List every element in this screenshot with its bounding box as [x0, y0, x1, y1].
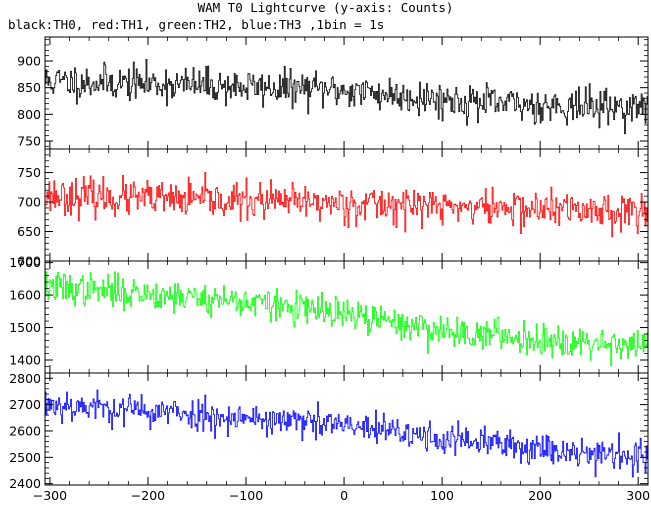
y-tick-label: 850 [17, 80, 41, 95]
y-tick-label: 2400 [9, 476, 41, 491]
series-th1 [45, 171, 648, 238]
y-tick-label: 2800 [9, 371, 41, 386]
y-tick-label: 650 [17, 224, 41, 239]
x-tick-label: 200 [528, 488, 552, 503]
x-tick-label: −200 [131, 488, 165, 503]
chart-title: WAM T0 Lightcurve (y-axis: Counts) [197, 0, 454, 15]
series-th0 [45, 58, 648, 135]
y-tick-label: 700 [17, 195, 41, 210]
x-tick-label: 100 [430, 488, 454, 503]
y-tick-label: 1400 [9, 353, 41, 368]
y-tick-label: 1500 [9, 320, 41, 335]
y-tick-label: 2600 [9, 423, 41, 438]
y-tick-label: 750 [17, 134, 41, 149]
series-th2 [45, 271, 648, 367]
y-tick-label: 1600 [9, 288, 41, 303]
series-th3 [45, 389, 648, 478]
x-tick-label: −100 [229, 488, 263, 503]
x-tick-label: 0 [340, 488, 348, 503]
y-tick-label: 800 [17, 107, 41, 122]
y-tick-label: 2700 [9, 397, 41, 412]
y-tick-label: 900 [17, 54, 41, 69]
panel-frame-th2 [44, 260, 649, 374]
y-tick-label: 2500 [9, 450, 41, 465]
x-tick-label: 300 [626, 488, 650, 503]
x-tick-label: −300 [33, 488, 67, 503]
chart-subtitle: black:TH0, red:TH1, green:TH2, blue:TH3 … [8, 17, 385, 32]
panel-frame-th3 [44, 372, 649, 486]
panel-frame-th1 [44, 148, 649, 262]
y-tick-label: 600 [17, 254, 41, 269]
y-tick-label: 750 [17, 165, 41, 180]
y-tick-label: 1700 [9, 255, 41, 270]
